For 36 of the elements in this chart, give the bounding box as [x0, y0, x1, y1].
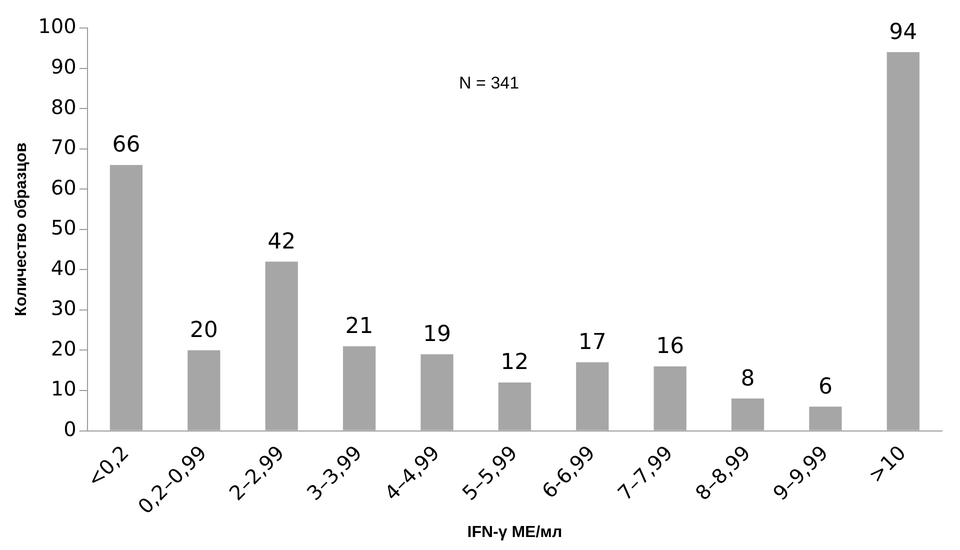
y-tick-label: 50 [50, 216, 76, 240]
y-axis-title: Количество образцов [13, 142, 30, 316]
annotation: N = 341 [459, 74, 520, 93]
bar [886, 52, 920, 430]
bar [731, 398, 764, 430]
y-tick-label: 10 [50, 376, 76, 401]
data-label: 17 [578, 330, 606, 356]
y-tick-label: 20 [50, 336, 76, 360]
bar [420, 354, 454, 430]
bar [576, 362, 609, 430]
bar [498, 382, 532, 430]
y-tick-label: 60 [50, 175, 76, 200]
data-label: 66 [112, 132, 140, 158]
bar [188, 350, 220, 430]
y-tick-label: 0 [64, 416, 76, 441]
bar [654, 366, 686, 430]
y-tick-label: 40 [50, 256, 76, 280]
y-tick-label: 90 [50, 54, 76, 78]
bar [809, 406, 842, 430]
bar [265, 262, 298, 430]
data-label: 6 [818, 374, 832, 400]
data-label: 94 [889, 20, 918, 45]
y-tick-label: 100 [38, 14, 76, 38]
y-tick-label: 70 [50, 135, 76, 160]
data-label: 12 [500, 350, 529, 376]
data-label: 20 [190, 318, 218, 343]
data-label: 16 [656, 334, 684, 360]
data-label: 8 [740, 366, 755, 392]
bar [110, 164, 143, 430]
bar [342, 346, 376, 430]
data-label: 42 [268, 229, 296, 254]
y-tick-label: 30 [50, 296, 76, 320]
data-label: 19 [422, 322, 451, 347]
y-tick-label: 80 [50, 94, 76, 119]
data-label: 21 [345, 314, 374, 339]
x-axis-title: IFN-γ МЕ/мл [467, 524, 562, 541]
